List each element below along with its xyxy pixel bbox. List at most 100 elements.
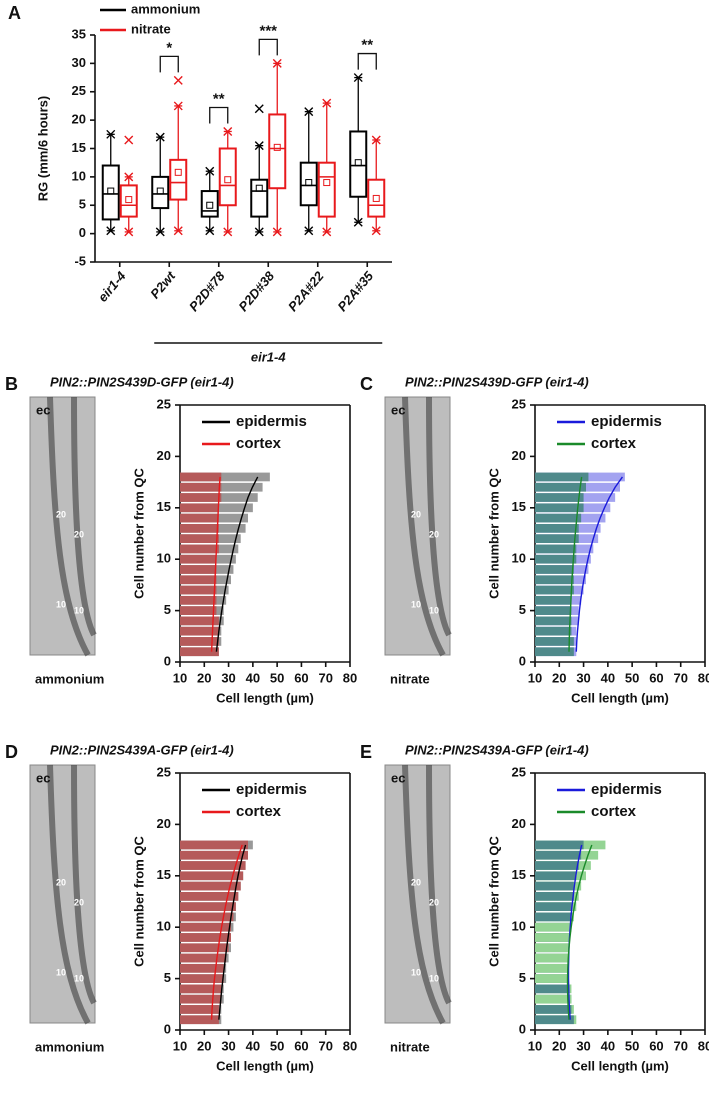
- y-tick-label: 15: [512, 499, 526, 514]
- y-tick-label: 0: [164, 1021, 171, 1036]
- bar: [180, 606, 217, 615]
- bar: [180, 1005, 219, 1014]
- bar: [535, 850, 582, 860]
- image-label: 20: [74, 897, 84, 907]
- box: [268, 113, 287, 190]
- bar: [180, 891, 239, 901]
- y-tick-label: 20: [512, 816, 526, 831]
- panel-letter: E: [360, 742, 372, 762]
- legend-label: epidermis: [591, 413, 662, 430]
- extreme-marker: [272, 58, 282, 68]
- extreme-marker: [106, 226, 116, 236]
- x-tick-label: 80: [698, 670, 709, 685]
- extreme-marker: [353, 217, 363, 227]
- bar: [535, 493, 584, 502]
- box: [317, 161, 336, 218]
- x-tick-label: 60: [294, 670, 308, 685]
- bar: [535, 984, 569, 994]
- box: [367, 178, 386, 218]
- box: [299, 161, 318, 207]
- bar: [535, 472, 589, 482]
- significance-bracket: [357, 52, 377, 70]
- y-tick-label: 30: [72, 55, 86, 70]
- x-tick-label: 40: [601, 670, 615, 685]
- x-tick-label: 40: [601, 1038, 615, 1053]
- y-tick-label: 20: [512, 448, 526, 463]
- fit-line: [210, 476, 221, 652]
- fit-line: [567, 844, 583, 1020]
- extreme-marker: [205, 226, 215, 236]
- bar: [180, 953, 227, 963]
- x-axis-title: Cell length (µm): [216, 690, 314, 705]
- box: [101, 164, 120, 221]
- y-tick-label: 10: [157, 551, 171, 566]
- condition-label: nitrate: [390, 1039, 430, 1054]
- bar: [180, 472, 222, 482]
- mean: [107, 187, 115, 195]
- legend-label: cortex: [591, 803, 637, 820]
- bar: [535, 922, 572, 932]
- y-tick-label: -5: [74, 253, 86, 268]
- x-tick-label: 40: [246, 670, 260, 685]
- group-label: eir1-4: [251, 349, 286, 364]
- condition-label: ammonium: [35, 1039, 104, 1054]
- x-tick-label: 20: [197, 1038, 211, 1053]
- x-tick-label: 80: [343, 1038, 357, 1053]
- root-outline: [47, 764, 97, 1025]
- extreme-marker: [155, 227, 165, 237]
- legend-label: epidermis: [236, 781, 307, 798]
- extreme-marker: [353, 73, 363, 83]
- bar: [535, 606, 572, 615]
- condition-label: nitrate: [390, 671, 430, 686]
- extreme-marker: [322, 227, 332, 237]
- bar: [180, 482, 222, 492]
- y-tick-label: 0: [79, 225, 86, 240]
- bar: [535, 1015, 574, 1025]
- bar: [180, 994, 222, 1004]
- mean: [305, 179, 313, 187]
- condition-label: ammonium: [35, 671, 104, 686]
- panel-letter: C: [360, 374, 373, 394]
- significance-label: ***: [259, 22, 277, 39]
- x-tick-label: 60: [649, 670, 663, 685]
- image-label: 10: [429, 605, 439, 615]
- legend-label: ammonium: [131, 1, 200, 16]
- x-tick-label: 80: [343, 670, 357, 685]
- legend-label: nitrate: [131, 21, 171, 36]
- image-label: ec: [391, 402, 405, 417]
- x-tick-label: 20: [552, 1038, 566, 1053]
- x-tick-label: 70: [673, 670, 687, 685]
- bar: [180, 534, 219, 544]
- box: [151, 175, 170, 210]
- extreme-marker: [173, 226, 183, 236]
- extreme-marker: [254, 141, 264, 151]
- bar: [180, 637, 219, 646]
- box: [250, 178, 269, 218]
- significance-label: *: [166, 39, 172, 56]
- significance-label: **: [213, 90, 225, 107]
- image-title: PIN2::PIN2S439D-GFP (eir1-4): [405, 374, 589, 389]
- x-tick-label: 30: [576, 1038, 590, 1053]
- legend-label: epidermis: [236, 413, 307, 430]
- bar: [180, 513, 219, 523]
- mean: [255, 184, 263, 192]
- image-label: 20: [429, 529, 439, 539]
- x-tick-label: P2wt: [147, 268, 178, 301]
- bar: [535, 616, 572, 626]
- image-label: 20: [429, 897, 439, 907]
- legend-label: cortex: [236, 435, 282, 452]
- panel-letter: A: [8, 3, 21, 23]
- x-tick-label: 60: [294, 1038, 308, 1053]
- mean: [174, 168, 182, 176]
- image-label: ec: [36, 770, 50, 785]
- y-tick-label: 35: [72, 26, 86, 41]
- y-tick-label: 20: [72, 112, 86, 127]
- mean: [323, 179, 331, 187]
- root-outline: [47, 396, 97, 657]
- extreme-marker: [124, 135, 134, 145]
- bar: [180, 616, 219, 626]
- image-title: PIN2::PIN2S439A-GFP (eir1-4): [405, 742, 589, 757]
- extreme-marker: [155, 132, 165, 142]
- y-tick-label: 0: [164, 653, 171, 668]
- x-tick-label: 20: [197, 670, 211, 685]
